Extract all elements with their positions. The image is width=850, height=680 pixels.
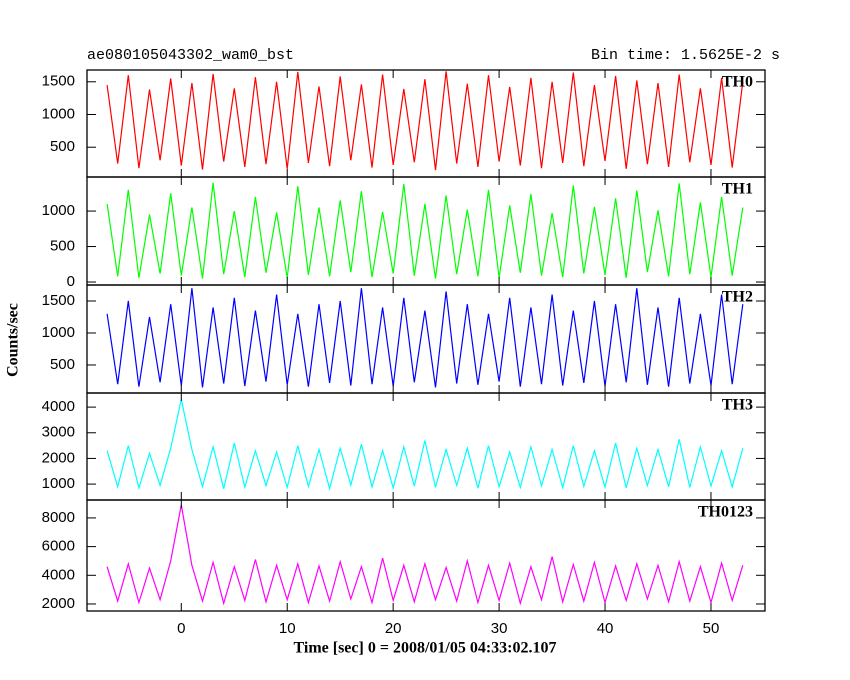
y-tick-label: 0 (67, 273, 75, 290)
y-tick-label: 500 (50, 356, 75, 373)
y-tick-label: 6000 (42, 538, 75, 555)
x-tick-label: 40 (597, 620, 614, 637)
x-tick-label: 0 (177, 620, 185, 637)
series-line (106, 288, 744, 388)
series-line (106, 504, 744, 606)
x-tick-label: 20 (385, 620, 402, 637)
series-line (106, 399, 744, 491)
y-tick-label: 8000 (42, 509, 75, 526)
x-tick-label: 10 (279, 620, 296, 637)
frame (86, 284, 766, 394)
y-axis-label: Counts/sec (5, 303, 22, 377)
series-line (106, 182, 744, 279)
y-tick-label: 500 (50, 138, 75, 155)
y-tick-label: 1000 (42, 324, 75, 341)
y-tick-label: 4000 (42, 398, 75, 415)
series-line (106, 71, 744, 171)
y-tick-label: 500 (50, 238, 75, 255)
series-label: TH0123 (698, 504, 753, 521)
y-tick-label: 1000 (42, 105, 75, 122)
chart-title: ae080105043302_wam0_bst (87, 47, 294, 64)
y-tick-label: 4000 (42, 566, 75, 583)
series-label: TH0 (722, 74, 753, 91)
series-label: TH1 (722, 181, 753, 198)
series-label: TH2 (722, 289, 753, 306)
y-tick-label: 1000 (42, 202, 75, 219)
chart-subtitle: Bin time: 1.5625E-2 s (591, 47, 780, 64)
x-axis-label: Time [sec] 0 = 2008/01/05 04:33:02.107 (293, 640, 556, 657)
y-tick-label: 2000 (42, 449, 75, 466)
y-tick-label: 1500 (42, 73, 75, 90)
series-label: TH3 (722, 397, 753, 414)
y-tick-label: 3000 (42, 424, 75, 441)
y-tick-label: 1000 (42, 475, 75, 492)
x-tick-label: 30 (491, 620, 508, 637)
y-tick-label: 1500 (42, 292, 75, 309)
y-tick-label: 2000 (42, 595, 75, 612)
x-tick-label: 50 (703, 620, 720, 637)
frame (86, 499, 766, 612)
